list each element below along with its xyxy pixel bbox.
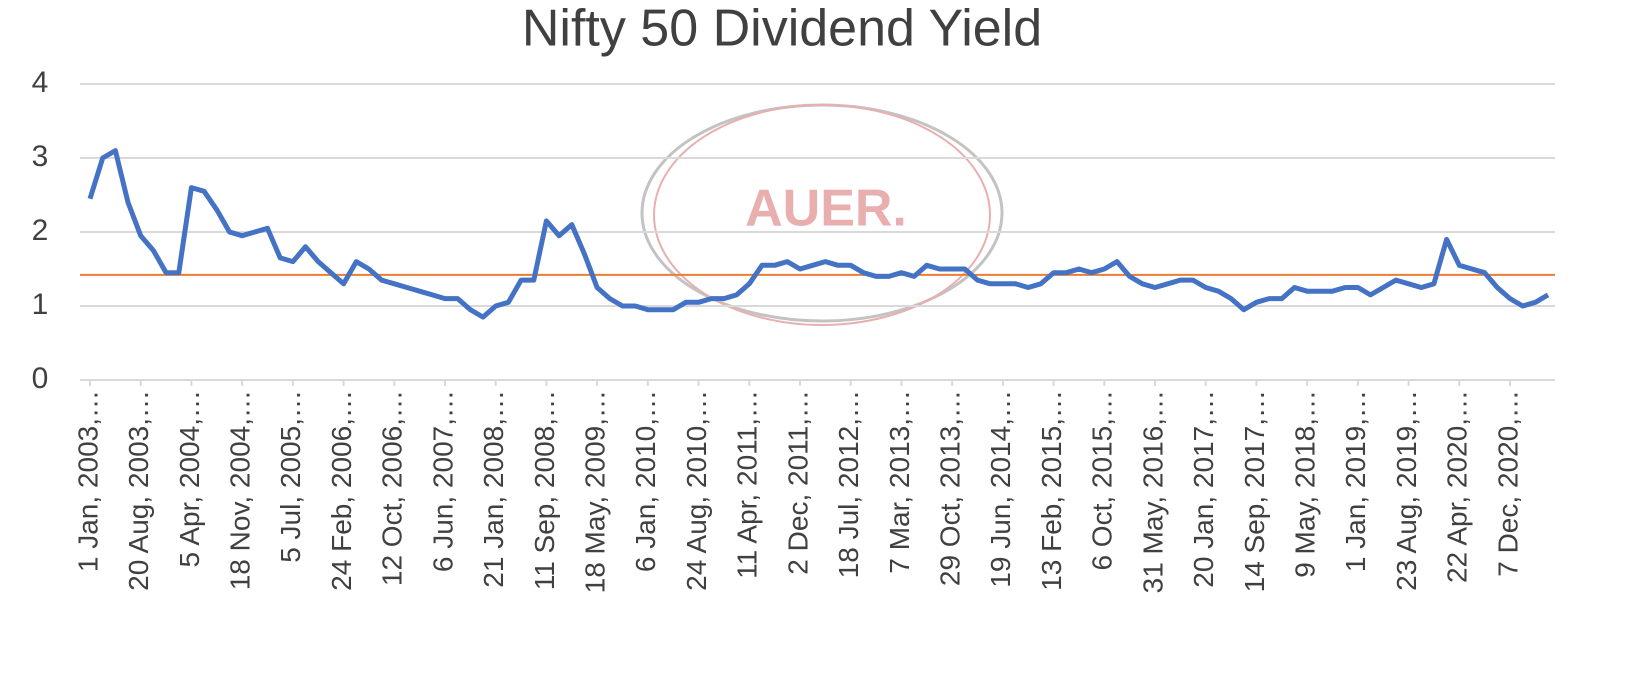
x-tick-label: 12 Oct, 2006,… bbox=[377, 390, 408, 586]
x-tick-label: 1 Jan, 2003,… bbox=[72, 390, 103, 572]
watermark-ring bbox=[653, 104, 991, 326]
data-line bbox=[87, 148, 1550, 320]
x-tick-label: 7 Dec, 2020,… bbox=[1492, 390, 1523, 577]
x-tick-label: 21 Jan, 2008,… bbox=[478, 390, 509, 588]
x-tick-label: 5 Jul, 2005,… bbox=[275, 390, 306, 563]
y-tick-label: 0 bbox=[32, 362, 49, 395]
watermark: AUER. bbox=[640, 103, 1004, 326]
x-tick-label: 18 Jul, 2012,… bbox=[833, 390, 864, 578]
y-tick-label: 3 bbox=[32, 140, 49, 173]
x-tick-label: 6 Oct, 2015,… bbox=[1087, 390, 1118, 571]
x-tick-label: 1 Jan, 2019,… bbox=[1340, 390, 1371, 572]
x-tick-label: 31 May, 2016,… bbox=[1137, 390, 1168, 593]
chart-title: Nifty 50 Dividend Yield bbox=[522, 0, 1042, 58]
x-tick-label: 9 May, 2018,… bbox=[1290, 390, 1321, 578]
x-tick-label: 7 Mar, 2013,… bbox=[884, 390, 915, 574]
x-tick-label: 20 Jan, 2017,… bbox=[1188, 390, 1219, 588]
x-tick-label: 24 Feb, 2006,… bbox=[326, 390, 357, 591]
x-tick-label: 22 Apr, 2020,… bbox=[1442, 390, 1473, 583]
watermark-text: AUER. bbox=[745, 180, 907, 238]
x-tick-label: 20 Aug, 2003,… bbox=[123, 390, 154, 591]
x-tick-label: 18 May, 2009,… bbox=[580, 390, 611, 593]
y-tick-label: 4 bbox=[32, 66, 49, 99]
x-tick-label: 6 Jan, 2010,… bbox=[630, 390, 661, 572]
x-tick-label: 5 Apr, 2004,… bbox=[174, 390, 205, 567]
x-tick-label: 2 Dec, 2011,… bbox=[782, 390, 813, 575]
x-tick-label: 14 Sep, 2017,… bbox=[1239, 390, 1270, 592]
x-tick-label: 13 Feb, 2015,… bbox=[1036, 390, 1067, 591]
x-tick-label: 11 Sep, 2008,… bbox=[529, 390, 560, 590]
x-tick-label: 6 Jun, 2007,… bbox=[427, 390, 458, 572]
y-tick-label: 2 bbox=[32, 214, 49, 247]
plot: 0 1 2 3 4 1 Jan, 2003,… 20 Aug, 2003,… 5 Apr, 2… bbox=[32, 66, 1555, 593]
x-tick-label: 11 Apr, 2011,… bbox=[732, 390, 763, 579]
x-tick-label: 23 Aug, 2019,… bbox=[1391, 390, 1422, 591]
x-tick-label: 18 Nov, 2004,… bbox=[225, 390, 256, 590]
x-tick-label: 24 Aug, 2010,… bbox=[681, 390, 712, 591]
y-tick-label: 1 bbox=[32, 288, 49, 321]
x-tick-label: 19 Jun, 2014,… bbox=[985, 390, 1016, 588]
x-tick-label: 29 Oct, 2013,… bbox=[935, 390, 966, 586]
